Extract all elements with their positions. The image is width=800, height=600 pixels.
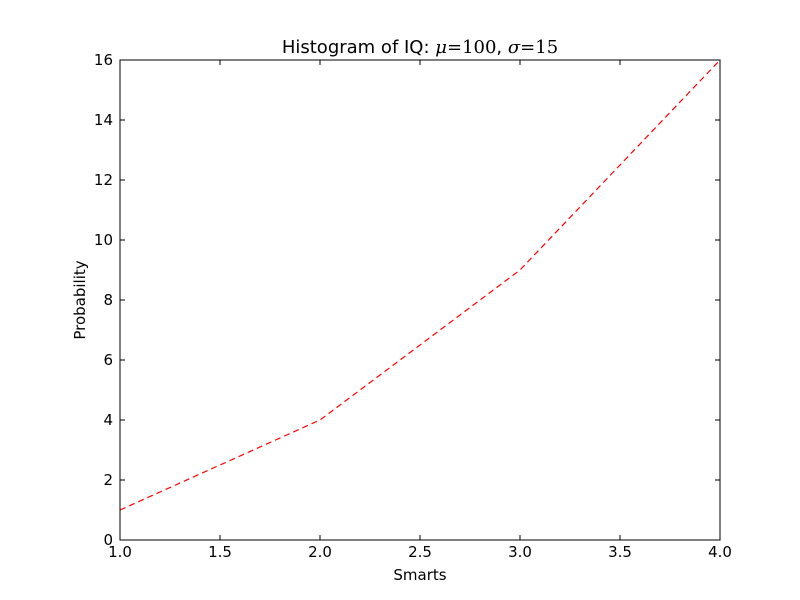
axis-ticks: 1.0 1.5 2.0 2.5 3.0 3.5 4.0 0 2 4 6 8 10 12 14 16 xyxy=(94,51,732,561)
chart-title-prefix: Histogram of IQ: xyxy=(282,37,435,58)
y-tick-label: 12 xyxy=(94,171,113,189)
x-tick-label: 4.0 xyxy=(708,543,732,561)
y-tick-label: 16 xyxy=(94,51,113,69)
x-tick-label: 2.5 xyxy=(408,543,432,561)
y-axis-label: Probability xyxy=(71,260,89,339)
x-axis-label: Smarts xyxy=(393,566,446,584)
chart-title-sigma-eq: = xyxy=(520,37,535,58)
chart-title-mu-eq: = xyxy=(447,37,462,58)
chart-title-sigma: σ xyxy=(508,37,521,58)
y-tick-label: 6 xyxy=(103,351,113,369)
axes-frame xyxy=(119,59,721,541)
plot-area xyxy=(119,59,721,511)
x-tick-label: 1.5 xyxy=(208,543,232,561)
series-line xyxy=(119,59,721,511)
x-tick-label: 1.0 xyxy=(108,543,132,561)
chart-title-sigma-value: 15 xyxy=(535,37,558,58)
x-tick-label: 3.5 xyxy=(608,543,632,561)
y-tick-label: 2 xyxy=(103,471,113,489)
chart-title-mu: μ xyxy=(435,37,447,58)
chart-title-separator: , xyxy=(496,37,507,58)
y-tick-label: 14 xyxy=(94,111,113,129)
x-tick-label: 2.0 xyxy=(308,543,332,561)
y-tick-label: 0 xyxy=(103,531,113,549)
chart-title-mu-value: 100 xyxy=(462,37,496,58)
x-tick-label: 3.0 xyxy=(508,543,532,561)
y-tick-label: 8 xyxy=(103,291,113,309)
y-tick-label: 4 xyxy=(103,411,113,429)
y-tick-label: 10 xyxy=(94,231,113,249)
chart-title: Histogram of IQ: μ=100, σ=15 xyxy=(282,37,558,58)
